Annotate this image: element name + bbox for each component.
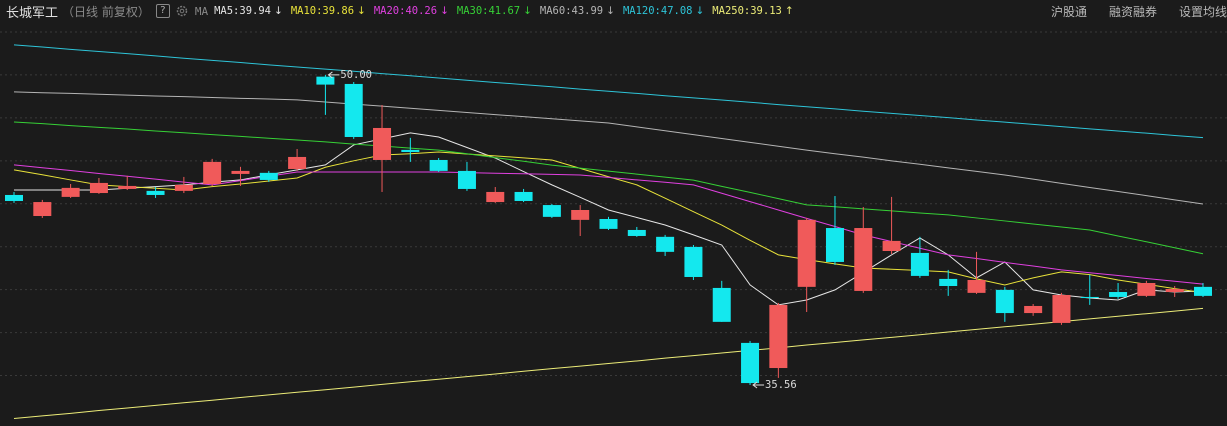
candle-body: [344, 83, 363, 137]
candle-body: [910, 252, 929, 276]
candle-body: [288, 156, 307, 169]
candle-body: [429, 159, 448, 171]
candle-body: [939, 278, 958, 287]
legend-entry: MA120:47.08 ↓: [623, 5, 704, 17]
legend-label: MA60:43.99: [539, 5, 604, 17]
trend-arrow: ↓: [606, 5, 615, 17]
candle-body: [712, 287, 731, 322]
candle-body: [203, 161, 222, 185]
candle-body: [146, 190, 165, 195]
legend-entry: MA60:43.99 ↓: [540, 5, 615, 17]
toolbar: 沪股通 融资融券 设置均线: [1029, 0, 1227, 22]
candle-body: [118, 185, 137, 189]
ma-line: [13, 44, 1204, 139]
candle-body: [825, 228, 844, 262]
legend-label: MA120:47.08: [622, 5, 693, 17]
legend-entry: MA30:41.67 ↓: [457, 5, 532, 17]
candle-body: [797, 219, 816, 287]
candle-body: [231, 170, 250, 174]
ma-label: MA: [194, 4, 209, 18]
candle-body: [627, 229, 646, 236]
candle-body: [656, 236, 675, 252]
candle-body: [599, 219, 618, 229]
annotation-arrow: [327, 71, 340, 79]
legend-label: MA30:41.67: [456, 5, 521, 17]
toolbar-link[interactable]: 融资融券: [1108, 4, 1157, 19]
candle-body: [373, 127, 392, 160]
help-icon[interactable]: ?: [155, 4, 170, 18]
candle-body: [684, 246, 703, 277]
legend-entry: MA250:39.13 ↑: [712, 5, 793, 17]
legend-entry: MA20:40.26 ↓: [374, 5, 449, 17]
trend-arrow: ↓: [440, 5, 449, 17]
candle-body: [1194, 286, 1212, 296]
candle-body: [457, 170, 476, 189]
settings-icon[interactable]: [175, 4, 189, 18]
candle-body: [1165, 289, 1184, 293]
legend: MA5:39.94 ↓ MA10:39.86 ↓ MA20:40.26 ↓ MA30:41.…: [214, 5, 802, 17]
candle-body: [1137, 282, 1156, 296]
candle-body: [995, 289, 1014, 314]
legend-label: MA10:39.86: [290, 5, 355, 17]
candle-body: [741, 342, 760, 384]
candle-body: [5, 194, 23, 201]
candle-body: [401, 149, 420, 153]
candle-body: [259, 172, 278, 180]
candle-body: [89, 182, 108, 194]
candle-body: [882, 240, 901, 252]
annotation-label: 50.00: [340, 69, 372, 81]
candle-body: [1024, 305, 1043, 314]
annotation-arrow: [752, 381, 765, 389]
legend-label: MA250:39.13: [712, 5, 782, 17]
candle-body: [769, 304, 788, 369]
legend-entry: MA10:39.86 ↓: [291, 5, 366, 17]
toolbar-link[interactable]: 设置均线: [1178, 4, 1227, 19]
trend-arrow: ↑: [784, 5, 794, 17]
candle-body: [486, 191, 505, 203]
legend-label: MA5:39.94: [214, 5, 271, 17]
candle-body: [542, 205, 561, 217]
header: 长城军工 （日线 前复权） ? MA MA5:39.94 ↓ MA10:39.86 ↓…: [0, 0, 1227, 22]
candle-body: [316, 76, 335, 85]
trend-arrow: ↓: [274, 5, 283, 17]
stock-title: 长城军工: [6, 5, 59, 21]
candle-body: [33, 202, 52, 217]
candle-body: [967, 279, 986, 293]
candle-body: [1052, 295, 1071, 323]
ma-line: [13, 121, 1204, 255]
candle-body: [514, 191, 533, 201]
candle-body: [1080, 296, 1099, 299]
annotation-label: 35.56: [765, 379, 797, 391]
trend-arrow: ↓: [357, 5, 366, 17]
legend-entry: MA5:39.94 ↓: [214, 5, 283, 17]
candle-body: [1109, 292, 1128, 297]
candle-body: [174, 184, 193, 191]
trend-arrow: ↓: [523, 5, 532, 17]
candle-body: [61, 187, 80, 197]
ma-line: [13, 307, 1204, 419]
candle-body: [854, 228, 873, 291]
candle-body: [571, 209, 590, 220]
ma-line: [13, 151, 1204, 294]
trend-arrow: ↓: [695, 5, 705, 17]
chart-mode[interactable]: （日线 前复权）: [62, 4, 150, 19]
ma-line: [13, 91, 1204, 205]
legend-label: MA20:40.26: [373, 5, 438, 17]
toolbar-link[interactable]: 沪股通: [1050, 4, 1087, 19]
